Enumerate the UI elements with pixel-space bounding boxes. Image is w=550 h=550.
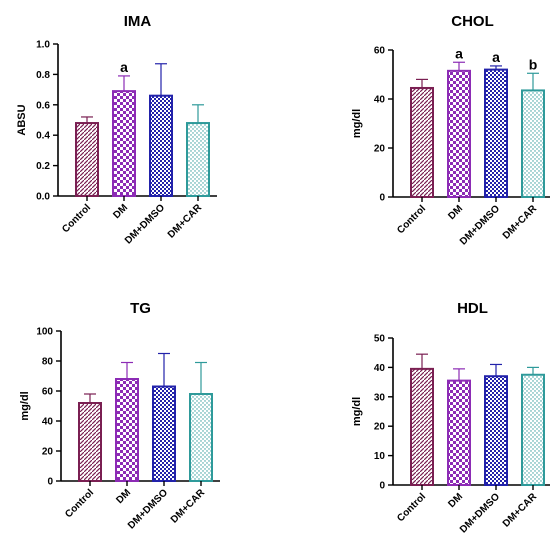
chart-panel-tg: TG mg/dl 0 20 40 60 80 100 Control DMDM+DMSODM+CA… [19, 300, 220, 531]
bar-dm-dmso [149, 94, 173, 197]
y-tick-label: 0 [47, 477, 53, 488]
chart-panel-chol: CHOL mg/dl 0 20 40 60 Control a DM a DM+DMSO b DM+CA… [351, 13, 550, 247]
y-tick-label: 20 [374, 422, 386, 433]
y-tick-label: 0.0 [36, 192, 50, 203]
bar-dm [447, 69, 471, 198]
significance-label: b [529, 56, 538, 72]
x-category-label: DM+CAR [501, 491, 540, 530]
chart-panel-ima: IMA ABSU 0.0 0.2 0.4 0.6 0.8 1.0 Control a DMDM+DM… [16, 13, 217, 246]
y-tick-label: 0.4 [36, 131, 50, 142]
y-tick-label: 60 [42, 387, 54, 398]
bar-control [75, 122, 99, 197]
significance-label: a [455, 45, 463, 61]
bar-dm [447, 379, 471, 487]
y-tick-label: 20 [42, 447, 54, 458]
bar-dm-car [186, 122, 210, 197]
y-tick-label: 40 [374, 363, 386, 374]
chart-title: CHOL [451, 13, 494, 30]
x-category-label: Control [60, 202, 93, 235]
x-category-label: DM+CAR [169, 487, 208, 526]
y-tick-label: 0.8 [36, 70, 50, 81]
x-category-label: DM+DMSO [458, 203, 502, 247]
y-tick-label: 1.0 [36, 40, 50, 51]
x-category-label: DM+CAR [501, 203, 540, 242]
bar-dm [115, 378, 139, 482]
y-tick-label: 60 [374, 46, 386, 57]
y-tick-label: 40 [42, 417, 54, 428]
y-axis-label: mg/dl [19, 391, 31, 420]
y-tick-label: 80 [42, 357, 54, 368]
bar-dm-car [521, 89, 545, 198]
bar-dm-dmso [484, 375, 508, 486]
chart-panel-hdl: HDL mg/dl 0 10 20 30 40 50 Control DMDM+DMSODM+CA… [351, 300, 550, 535]
bar-dm [112, 90, 136, 197]
x-category-label: Control [63, 487, 96, 520]
x-category-label: DM [114, 487, 133, 506]
bar-control [78, 402, 102, 482]
x-category-label: DM+DMSO [458, 491, 502, 535]
y-tick-label: 40 [374, 95, 386, 106]
x-category-label: DM [111, 202, 130, 221]
x-category-label: DM [446, 203, 465, 222]
bar-dm-dmso [484, 68, 508, 198]
y-tick-label: 30 [374, 392, 386, 403]
y-axis-label: ABSU [16, 104, 28, 135]
chart-title: TG [130, 300, 151, 317]
bar-control [410, 367, 434, 486]
x-category-label: DM+DMSO [126, 487, 170, 531]
y-axis-label: mg/dl [351, 109, 363, 138]
bar-dm-car [521, 373, 545, 486]
y-tick-label: 50 [374, 334, 386, 345]
x-category-label: DM+DMSO [123, 202, 167, 246]
chart-title: IMA [124, 13, 152, 30]
y-tick-label: 0.6 [36, 100, 50, 111]
y-tick-label: 0 [379, 481, 385, 492]
y-tick-label: 20 [374, 144, 386, 155]
y-tick-label: 0.2 [36, 161, 50, 172]
y-tick-label: 10 [374, 451, 386, 462]
y-tick-label: 0 [379, 193, 385, 204]
significance-label: a [492, 49, 500, 65]
bar-control [410, 86, 434, 198]
x-category-label: DM+CAR [166, 202, 205, 241]
significance-label: a [120, 59, 128, 75]
x-category-label: DM [446, 491, 465, 510]
chart-title: HDL [457, 300, 488, 317]
bar-dm-car [189, 393, 213, 482]
y-tick-label: 100 [36, 327, 53, 338]
x-category-label: Control [395, 203, 428, 236]
x-category-label: Control [395, 491, 428, 524]
y-axis-label: mg/dl [351, 397, 363, 426]
bar-dm-dmso [152, 385, 176, 482]
